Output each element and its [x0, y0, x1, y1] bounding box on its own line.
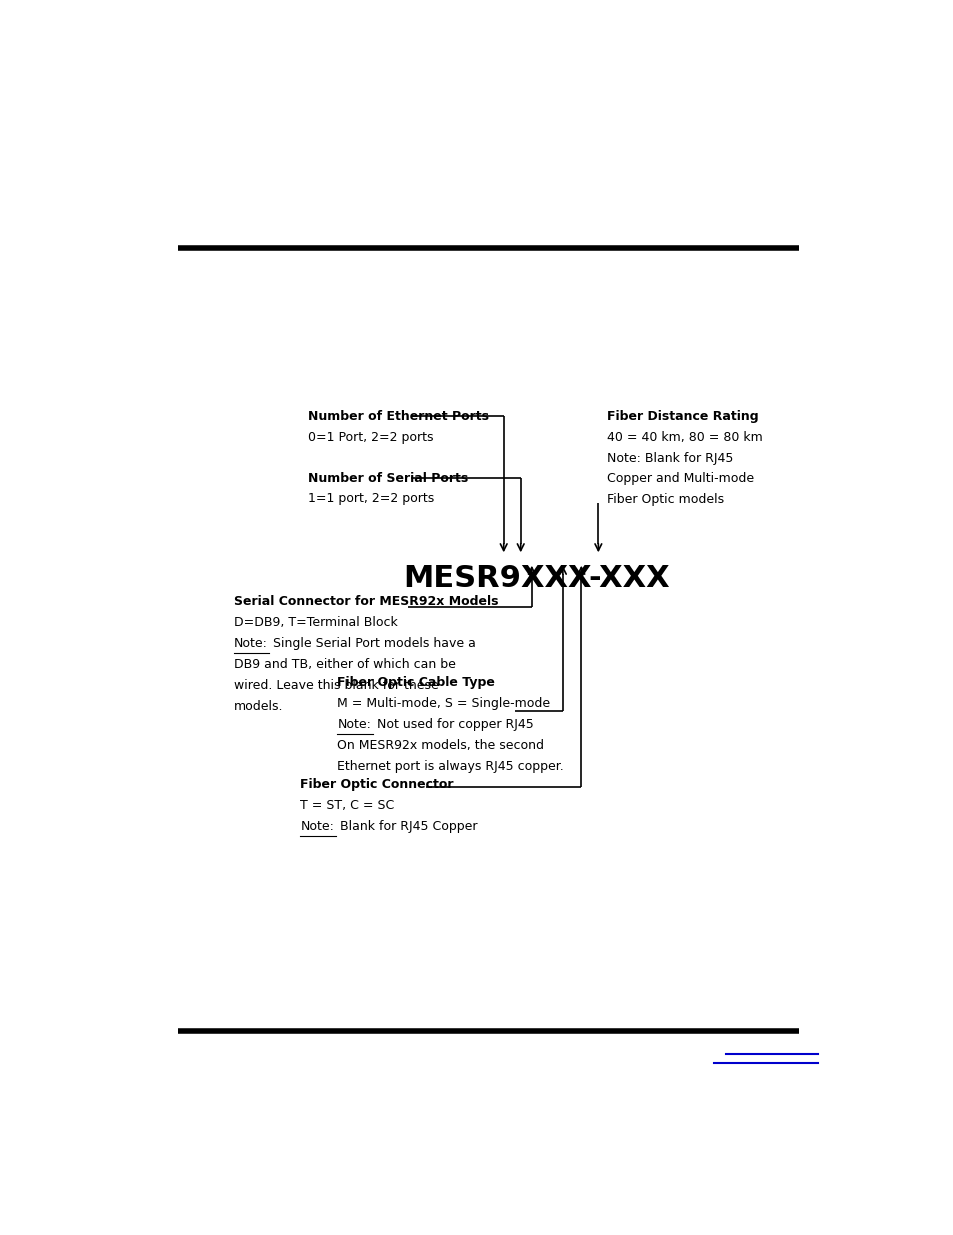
Text: Fiber Optic Cable Type: Fiber Optic Cable Type: [337, 676, 495, 689]
Text: Not used for copper RJ45: Not used for copper RJ45: [373, 718, 533, 731]
Text: 40 = 40 km, 80 = 80 km: 40 = 40 km, 80 = 80 km: [606, 431, 762, 443]
Text: wired. Leave this blank for these: wired. Leave this blank for these: [233, 679, 438, 692]
Text: models.: models.: [233, 700, 283, 713]
Text: Note:: Note:: [233, 637, 268, 650]
Text: DB9 and TB, either of which can be: DB9 and TB, either of which can be: [233, 658, 456, 671]
Text: Copper and Multi-mode: Copper and Multi-mode: [606, 473, 754, 485]
Text: Fiber Optic models: Fiber Optic models: [606, 494, 723, 506]
Text: Number of Serial Ports: Number of Serial Ports: [308, 472, 468, 484]
Text: Ethernet port is always RJ45 copper.: Ethernet port is always RJ45 copper.: [337, 760, 563, 773]
Text: Fiber Distance Rating: Fiber Distance Rating: [606, 410, 758, 422]
Text: Fiber Optic Connector: Fiber Optic Connector: [300, 778, 454, 790]
Text: On MESR92x models, the second: On MESR92x models, the second: [337, 739, 544, 752]
Text: Note:: Note:: [300, 820, 334, 832]
Text: T = ST, C = SC: T = ST, C = SC: [300, 799, 395, 811]
Text: Note: Blank for RJ45: Note: Blank for RJ45: [606, 452, 733, 464]
Text: MESR9XXX-XXX: MESR9XXX-XXX: [403, 563, 670, 593]
Text: Note:: Note:: [337, 718, 371, 731]
Text: 1=1 port, 2=2 ports: 1=1 port, 2=2 ports: [308, 493, 434, 505]
Text: Blank for RJ45 Copper: Blank for RJ45 Copper: [335, 820, 476, 832]
Text: M = Multi-mode, S = Single-mode: M = Multi-mode, S = Single-mode: [337, 697, 550, 710]
Text: D=DB9, T=Terminal Block: D=DB9, T=Terminal Block: [233, 616, 397, 629]
Text: Number of Ethernet Ports: Number of Ethernet Ports: [308, 410, 488, 422]
Text: 0=1 Port, 2=2 ports: 0=1 Port, 2=2 ports: [308, 431, 433, 443]
Text: Single Serial Port models have a: Single Serial Port models have a: [269, 637, 476, 650]
Text: Serial Connector for MESR92x Models: Serial Connector for MESR92x Models: [233, 595, 497, 608]
